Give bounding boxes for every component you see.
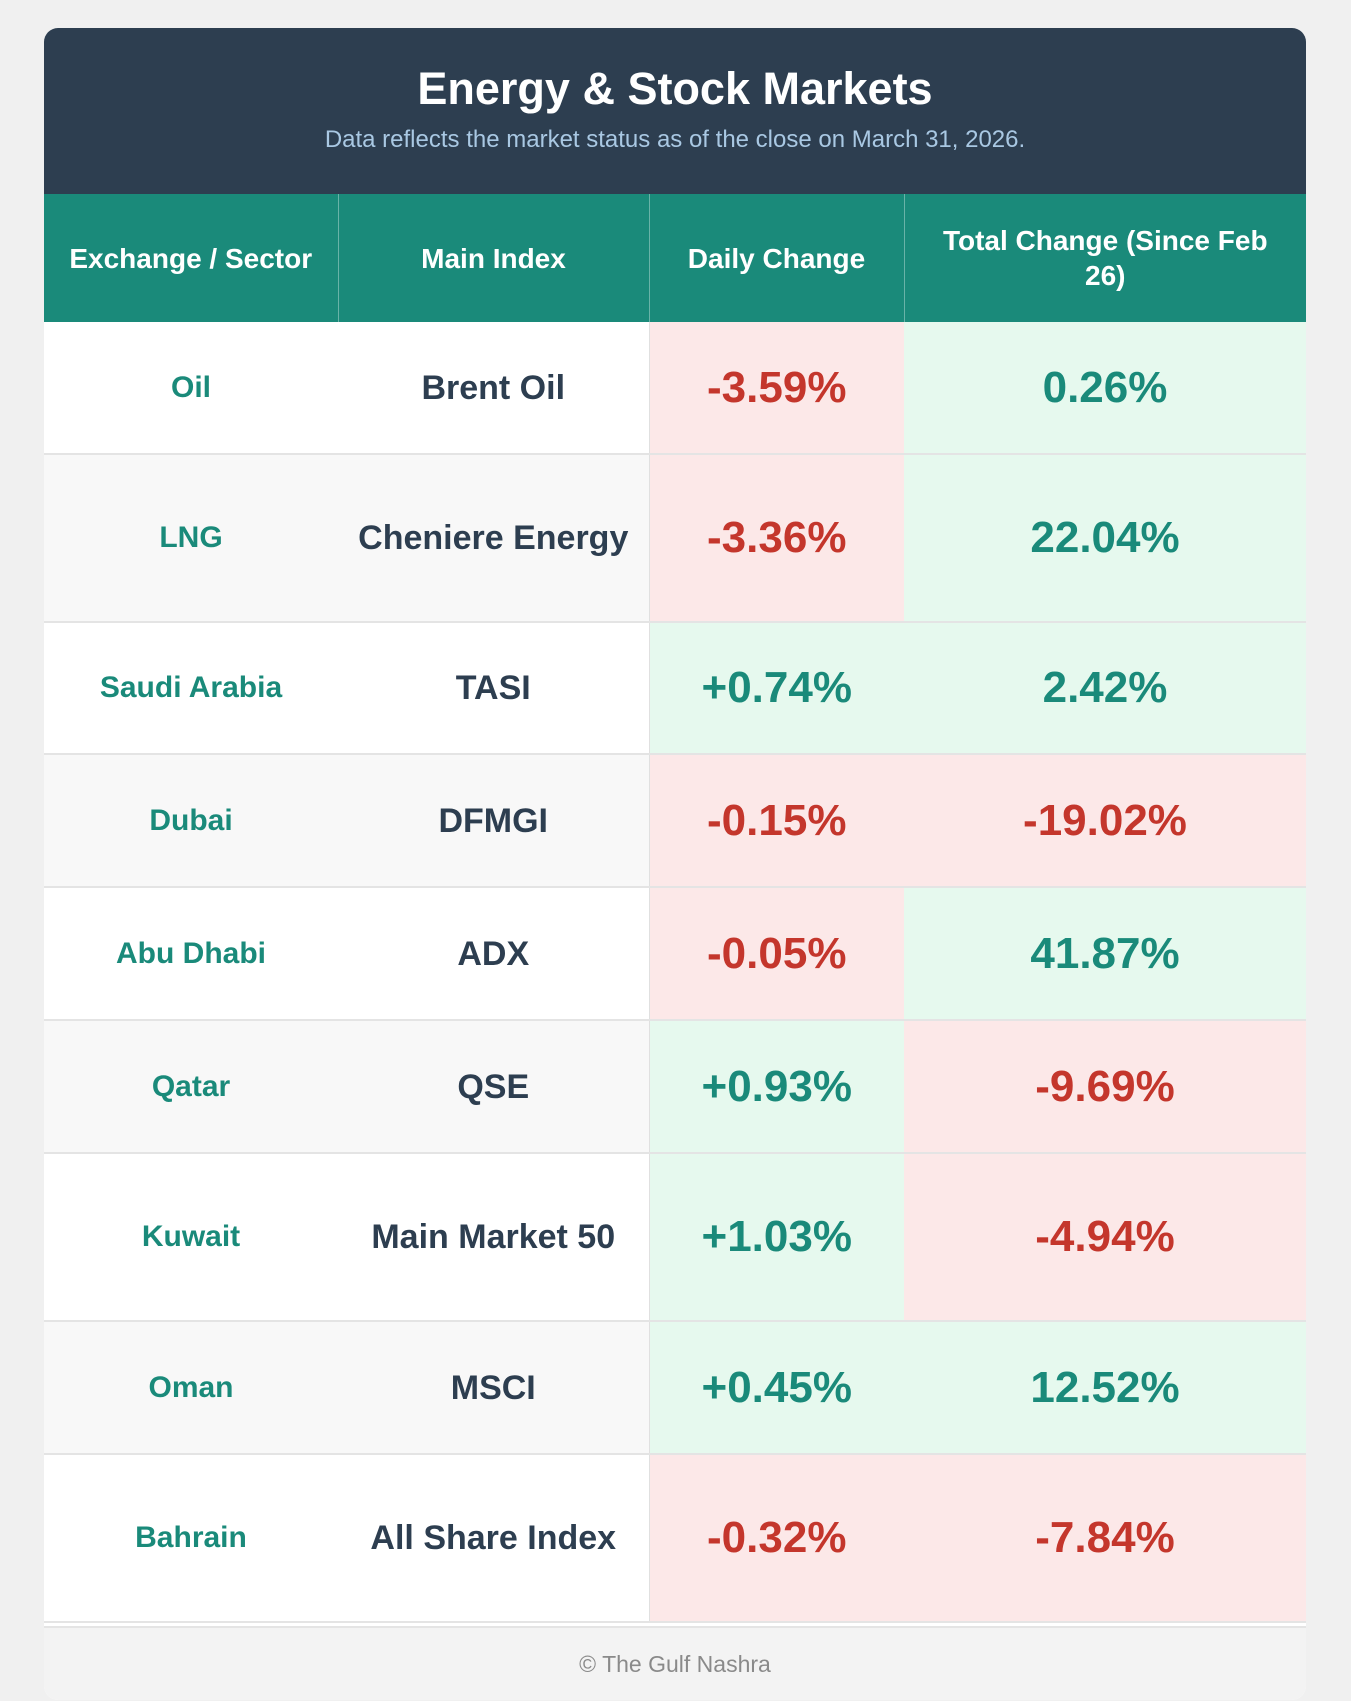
column-header-sector: Exchange / Sector	[44, 194, 339, 322]
footer-credit: © The Gulf Nashra	[44, 1626, 1306, 1700]
daily-change-cell: -3.59%	[648, 322, 904, 455]
daily-change-cell: -0.05%	[648, 887, 904, 1021]
daily-change-cell: +0.45%	[648, 1321, 904, 1455]
sector-cell: Bahrain	[44, 1454, 338, 1623]
index-cell: TASI	[338, 622, 649, 755]
total-change-cell: 0.26%	[904, 322, 1306, 455]
daily-change-cell: -3.36%	[648, 454, 904, 623]
column-header-daily: Daily Change	[649, 194, 905, 322]
index-cell: All Share Index	[338, 1454, 649, 1623]
table-row: Oman MSCI +0.45% 12.52%	[44, 1321, 1306, 1455]
index-cell: DFMGI	[338, 754, 649, 888]
table-row: Kuwait Main Market 50 +1.03% -4.94%	[44, 1153, 1306, 1322]
sector-cell: Qatar	[44, 1020, 338, 1154]
table-row: Abu Dhabi ADX -0.05% 41.87%	[44, 887, 1306, 1021]
table-row: Oil Brent Oil -3.59% 0.26%	[44, 322, 1306, 455]
total-change-cell: -9.69%	[904, 1020, 1306, 1154]
index-cell: Brent Oil	[338, 322, 649, 455]
sector-cell: Oman	[44, 1321, 338, 1455]
total-change-cell: 22.04%	[904, 454, 1306, 623]
index-cell: MSCI	[338, 1321, 649, 1455]
page-subtitle: Data reflects the market status as of th…	[324, 125, 1026, 153]
table-row: LNG Cheniere Energy -3.36% 22.04%	[44, 454, 1306, 623]
total-change-cell: 2.42%	[904, 622, 1306, 755]
daily-change-cell: +1.03%	[648, 1153, 904, 1322]
index-cell: Cheniere Energy	[338, 454, 649, 623]
daily-change-cell: -0.15%	[648, 754, 904, 888]
markets-table: Exchange / Sector Main Index Daily Chang…	[44, 194, 1306, 1623]
market-card: Energy & Stock Markets Data reflects the…	[44, 28, 1306, 1700]
sector-cell: Oil	[44, 322, 338, 455]
index-cell: QSE	[338, 1020, 649, 1154]
sector-cell: Saudi Arabia	[44, 622, 338, 755]
table-row: Bahrain All Share Index -0.32% -7.84%	[44, 1454, 1306, 1623]
card-header: Energy & Stock Markets Data reflects the…	[44, 28, 1306, 194]
sector-cell: LNG	[44, 454, 338, 623]
total-change-cell: 41.87%	[904, 887, 1306, 1021]
table-row: Qatar QSE +0.93% -9.69%	[44, 1020, 1306, 1154]
total-change-cell: -19.02%	[904, 754, 1306, 888]
total-change-cell: -4.94%	[904, 1153, 1306, 1322]
page-title: Energy & Stock Markets	[417, 63, 933, 114]
total-change-cell: 12.52%	[904, 1321, 1306, 1455]
table-header-row: Exchange / Sector Main Index Daily Chang…	[44, 194, 1306, 322]
total-change-cell: -7.84%	[904, 1454, 1306, 1623]
table-row: Saudi Arabia TASI +0.74% 2.42%	[44, 622, 1306, 755]
table-body: Oil Brent Oil -3.59% 0.26% LNG Cheniere Energ…	[44, 322, 1306, 1623]
sector-cell: Abu Dhabi	[44, 887, 338, 1021]
column-header-index: Main Index	[338, 194, 650, 322]
daily-change-cell: -0.32%	[648, 1454, 904, 1623]
column-header-total: Total Change (Since Feb 26)	[904, 194, 1306, 322]
table-row: Dubai DFMGI -0.15% -19.02%	[44, 754, 1306, 888]
sector-cell: Kuwait	[44, 1153, 338, 1322]
sector-cell: Dubai	[44, 754, 338, 888]
index-cell: Main Market 50	[338, 1153, 649, 1322]
index-cell: ADX	[338, 887, 649, 1021]
daily-change-cell: +0.74%	[648, 622, 904, 755]
daily-change-cell: +0.93%	[648, 1020, 904, 1154]
